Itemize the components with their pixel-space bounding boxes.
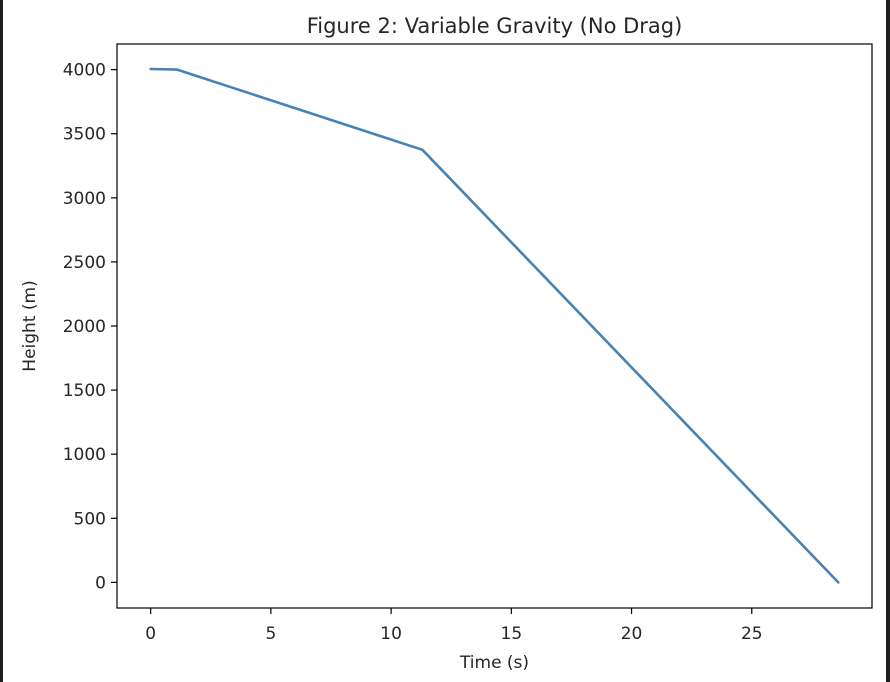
plot-frame — [116, 43, 873, 609]
x-tick-label: 15 — [501, 624, 523, 644]
x-axis: 0 5 10 15 20 25 — [145, 608, 763, 644]
series-line — [149, 67, 840, 584]
x-tick-label: 10 — [380, 624, 402, 644]
y-tick-label: 1000 — [63, 445, 106, 465]
y-tick-label: 1500 — [63, 381, 106, 401]
x-tick-label: 25 — [741, 624, 763, 644]
chart-title: Figure 2: Variable Gravity (No Drag) — [307, 14, 683, 38]
y-tick-label: 2000 — [63, 317, 106, 337]
x-tick-label: 5 — [265, 624, 276, 644]
y-tick-label: 4000 — [63, 61, 106, 81]
y-axis: 0 500 1000 1500 2000 2500 3000 3500 4000 — [63, 61, 117, 593]
line-chart: Figure 2: Variable Gravity (No Drag) 0 5 1… — [20, 14, 873, 673]
y-tick-label: 3000 — [63, 189, 106, 209]
y-tick-label: 500 — [74, 509, 106, 529]
y-tick-label: 3500 — [63, 125, 106, 145]
x-tick-label: 0 — [145, 624, 156, 644]
y-axis-title: Height (m) — [20, 280, 40, 371]
y-tick-label: 2500 — [63, 253, 106, 273]
figure-canvas: Figure 2: Variable Gravity (No Drag) 0 5 1… — [3, 0, 886, 682]
plot-area — [116, 43, 873, 609]
y-tick-label: 0 — [95, 573, 106, 593]
x-axis-title: Time (s) — [459, 653, 529, 673]
x-tick-label: 20 — [621, 624, 643, 644]
